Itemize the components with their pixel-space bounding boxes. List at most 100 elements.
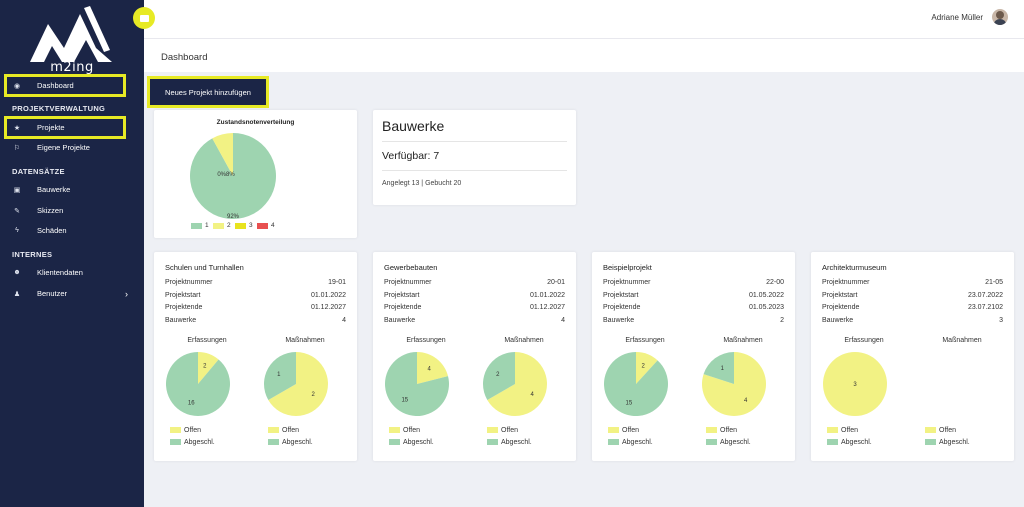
legend-item-abgeschl[interactable]: Abgeschl. [170,436,215,448]
sidebar-item-eigene-projekte[interactable]: ⚐ Eigene Projekte [6,138,124,157]
info-value: 23.07.2022 [967,291,1003,299]
erfassungen-pie-data-label: 4 [428,366,432,372]
sidebar-item-schaeden[interactable]: ϟ Schäden [6,221,124,240]
legend-item-abgeschl[interactable]: Abgeschl. [487,436,532,448]
user-menu[interactable]: Adriane Müller [931,9,1008,25]
project-info-row: Projektnummer 19-01 [165,279,346,286]
legend-item-offen[interactable]: Offen [608,424,653,436]
bauwerke-available: Verfügbar: 7 [382,150,440,162]
erfassungen-pie-slice-abgeschl[interactable] [385,352,449,416]
project-card[interactable]: Beispielprojekt Projektnummer 22-00 Projekt… [592,252,795,461]
legend-swatch [925,427,936,433]
massnahmen-pie-slice-abgeschl[interactable] [483,352,515,400]
legend-item-4[interactable]: 4 [257,222,275,229]
legend-item-3[interactable]: 3 [235,222,253,229]
legend-label: Abgeschl. [622,438,653,446]
massnahmen-pie-slice-offen[interactable] [268,352,328,416]
info-label: Projektende [822,304,860,311]
legend-swatch [389,427,400,433]
legend-item-offen[interactable]: Offen [389,424,434,436]
legend-item-offen[interactable]: Offen [170,424,215,436]
info-value: 01.01.2022 [529,291,565,299]
project-card[interactable]: Schulen und Turnhallen Projektnummer 19-01… [154,252,357,461]
erfassungen-pie-slice-abgeschl[interactable] [604,352,668,416]
project-info-row: Bauwerke 3 [822,317,1003,324]
erfassungen-pie-slice-abgeschl[interactable] [166,352,230,416]
legend-item-abgeschl[interactable]: Abgeschl. [827,436,872,448]
massnahmen-pie: 42 [483,352,547,416]
legend-item-offen[interactable]: Offen [268,424,313,436]
massnahmen-pie-data-label: 2 [312,392,316,398]
legend-item-offen[interactable]: Offen [487,424,532,436]
info-value: 01.05.2022 [748,291,784,299]
project-title: Schulen und Turnhallen [165,263,244,272]
info-label: Bauwerke [822,316,854,324]
divider [382,141,567,142]
building-icon: ▣ [13,186,21,194]
project-card[interactable]: Gewerbebauten Projektnummer 20-01 Projektst… [373,252,576,461]
project-info-row: Projektnummer 21-05 [822,279,1003,286]
project-info-row: Projektende 01.12.2027 [165,304,346,311]
legend-swatch [706,439,717,445]
erfassungen-pie-slice-offen[interactable] [198,352,219,384]
massnahmen-pie-slice-offen[interactable] [487,352,547,416]
massnahmen-pie-data-label: 4 [531,392,535,398]
info-value: 4 [342,316,346,324]
chevron-right-icon: › [125,288,128,299]
massnahmen-label: Maßnahmen [723,337,763,344]
add-project-button[interactable]: Neues Projekt hinzufügen [147,76,269,108]
massnahmen-pie-data-label: 1 [277,372,281,378]
project-info-row: Projektstart 23.07.2022 [822,292,1003,299]
erfassungen-pie-data-label: 2 [203,363,207,369]
info-value: 20-01 [547,279,565,286]
erfassungen-pie-slice-offen[interactable] [823,352,887,416]
avatar[interactable] [992,9,1008,25]
legend-item-abgeschl[interactable]: Abgeschl. [389,436,434,448]
legend-item-1[interactable]: 1 [191,222,209,229]
legend-item-abgeschl[interactable]: Abgeschl. [268,436,313,448]
massnahmen-pie-data-label: 2 [496,372,500,378]
project-info-row: Projektnummer 22-00 [603,279,784,286]
legend-item-offen[interactable]: Offen [827,424,872,436]
sidebar-item-benutzer[interactable]: ♟ Benutzer › [6,284,128,303]
legend-item-abgeschl[interactable]: Abgeschl. [608,436,653,448]
massnahmen-label: Maßnahmen [942,337,982,344]
massnahmen-pie: 21 [264,352,328,416]
erfassungen-pie-slice-offen[interactable] [417,352,449,384]
legend-item-offen[interactable]: Offen [925,424,970,436]
sidebar-item-label: Schäden [37,226,67,235]
legend-item-abgeschl[interactable]: Abgeschl. [706,436,751,448]
logo [28,6,118,72]
project-info-row: Bauwerke 4 [384,317,565,324]
chart-title: Zustandsnotenverteilung [216,119,295,126]
sidebar-item-skizzen[interactable]: ✎ Skizzen [6,201,124,220]
sidebar-item-label: Skizzen [37,206,64,215]
massnahmen-pie-slice-abgeschl[interactable] [264,352,296,400]
sidebar-item-klientendaten[interactable]: ☻ Klientendaten [6,263,124,282]
legend-swatch [487,427,498,433]
sidebar-item-dashboard[interactable]: ◉ Dashboard [4,74,126,97]
pie-legend: Offen Abgeschl. [608,424,653,448]
massnahmen-pie [919,350,987,418]
legend-swatch [925,439,936,445]
erfassungen-pie-slice-offen[interactable] [636,352,658,384]
sidebar-item-projekte[interactable]: ★ Projekte [4,116,126,139]
legend-item-2[interactable]: 2 [213,222,231,229]
legend-swatch [608,439,619,445]
sidebar-item-bauwerke[interactable]: ▣ Bauwerke [6,180,124,199]
legend-item-offen[interactable]: Offen [706,424,751,436]
legend-item-abgeschl[interactable]: Abgeschl. [925,436,970,448]
massnahmen-pie-slice-abgeschl[interactable] [703,352,734,384]
legend-label: Offen [939,426,956,434]
legend-swatch [170,427,181,433]
condition-pie-slice-2[interactable] [212,133,233,176]
pie-legend: Offen Abgeschl. [706,424,751,448]
legend-swatch [170,439,181,445]
legend-label: Abgeschl. [939,438,970,446]
star-icon: ★ [13,124,21,132]
info-label: Projektende [384,304,422,311]
project-card[interactable]: Architekturmuseum Projektnummer 21-05 Proje… [811,252,1014,461]
info-value: 01.01.2022 [310,291,346,299]
legend-label: 1 [205,222,209,229]
message-toggle-button[interactable] [133,7,155,29]
